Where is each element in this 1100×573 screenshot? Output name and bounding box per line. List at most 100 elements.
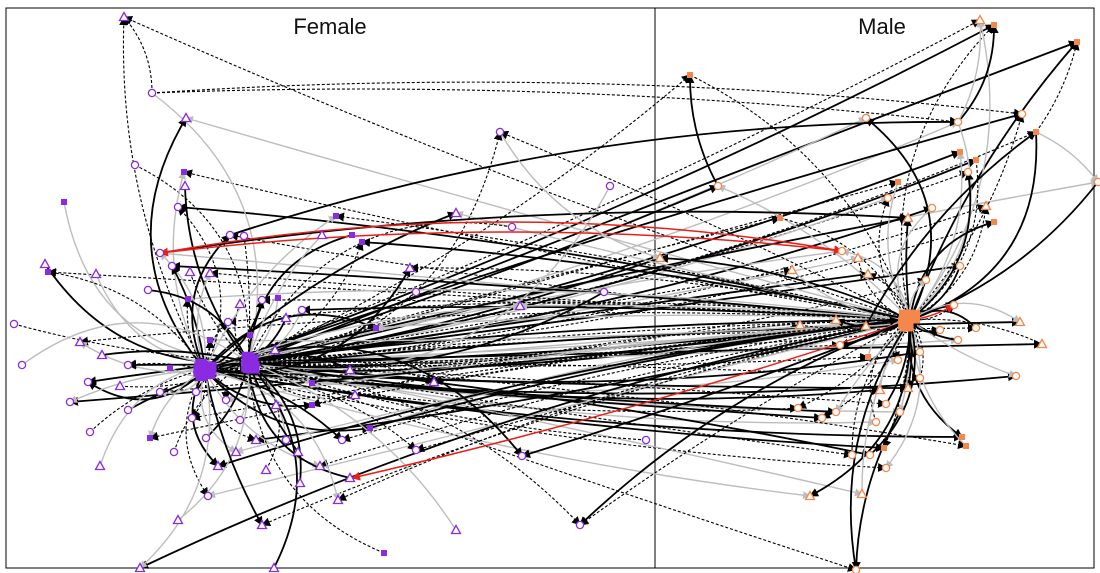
node-open-triangle xyxy=(344,472,356,483)
edge-dashed xyxy=(134,164,254,363)
node-open-circle xyxy=(123,360,133,370)
edge-dashed xyxy=(797,319,911,409)
node-open-triangle xyxy=(974,14,986,25)
panel-label-male: Male xyxy=(858,14,906,39)
male-hub xyxy=(898,309,921,332)
node-open-circle xyxy=(223,317,233,327)
node-open-triangle xyxy=(852,252,864,263)
node-open-triangle xyxy=(314,460,326,471)
hub-square xyxy=(902,310,915,323)
edge-dashed xyxy=(851,319,911,456)
node-filled-square xyxy=(991,22,997,28)
edges-layer xyxy=(13,16,1099,572)
edge-solid xyxy=(247,339,1043,363)
node-open-circle xyxy=(203,491,213,501)
node-open-circle xyxy=(1017,109,1027,119)
node-filled-square xyxy=(381,550,387,556)
node-open-circle xyxy=(1011,371,1021,381)
node-open-circle xyxy=(953,335,963,345)
node-open-triangle xyxy=(179,180,191,191)
edge-dashed xyxy=(247,291,417,366)
edge-dashed xyxy=(209,269,911,321)
node-open-triangle xyxy=(654,252,666,263)
edge-dashed xyxy=(204,170,969,371)
node-filled-square xyxy=(45,269,51,275)
edge-dashed xyxy=(579,319,911,526)
edge-solid xyxy=(579,319,911,526)
edge-dashed xyxy=(47,267,911,321)
edge-dashed xyxy=(204,241,364,371)
edge-gray xyxy=(909,121,972,321)
edge-gray xyxy=(185,116,911,321)
edge-solid xyxy=(247,291,605,369)
node-open-circle xyxy=(883,193,893,203)
edge-gray xyxy=(187,289,911,321)
edge-dashed xyxy=(311,319,911,408)
node-open-triangle xyxy=(332,494,344,505)
node-filled-square xyxy=(275,295,281,301)
node-filled-square xyxy=(309,402,315,408)
edge-solid xyxy=(204,24,995,371)
node-open-circle xyxy=(297,305,307,315)
node-filled-square xyxy=(373,325,379,331)
node-open-triangle xyxy=(450,524,462,535)
hub-square xyxy=(247,361,260,374)
node-open-triangle xyxy=(786,264,798,275)
node-open-triangle xyxy=(270,399,282,410)
edge-solid xyxy=(147,289,249,363)
edge-gray xyxy=(861,319,911,495)
edge-solid xyxy=(849,319,911,571)
node-open-triangle xyxy=(269,344,281,355)
node-open-circle xyxy=(191,387,201,397)
node-open-circle xyxy=(881,463,891,473)
node-open-triangle xyxy=(349,389,361,400)
edge-solid xyxy=(865,117,932,321)
node-open-triangle xyxy=(118,11,130,22)
edge-dashed xyxy=(337,319,911,501)
edge-gray xyxy=(887,181,911,321)
node-open-triangle xyxy=(234,298,246,309)
node-open-circle xyxy=(971,323,981,333)
node-filled-square xyxy=(991,219,997,225)
node-open-circle xyxy=(915,347,925,357)
edge-dashed xyxy=(79,312,911,346)
edge-dashed xyxy=(335,212,911,321)
node-open-circle xyxy=(865,450,875,460)
node-open-circle xyxy=(927,203,937,213)
edge-gray xyxy=(247,185,611,370)
edge-dashed xyxy=(247,360,647,441)
node-open-circle xyxy=(641,435,651,445)
hub-square xyxy=(193,364,206,377)
edge-dashed xyxy=(149,319,911,441)
node-filled-square xyxy=(865,354,871,360)
node-open-circle xyxy=(167,261,177,271)
edge-gray xyxy=(204,357,899,393)
edge-gray xyxy=(957,19,985,123)
node-filled-square xyxy=(687,72,693,78)
node-open-triangle xyxy=(134,562,146,573)
node-open-circle xyxy=(851,565,861,573)
node-open-circle xyxy=(713,181,723,191)
node-open-triangle xyxy=(294,477,306,488)
hub-square xyxy=(203,367,216,380)
node-open-triangle xyxy=(230,446,242,457)
edge-solid xyxy=(902,217,912,321)
node-open-circle xyxy=(949,300,959,310)
node-open-triangle xyxy=(204,267,216,278)
edge-dashed xyxy=(123,16,153,94)
edge-solid xyxy=(685,74,719,187)
node-open-triangle xyxy=(94,460,106,471)
edge-solid xyxy=(909,171,974,321)
node-open-triangle xyxy=(804,490,816,501)
node-filled-square xyxy=(147,435,153,441)
edge-dashed xyxy=(227,301,911,326)
node-open-triangle xyxy=(256,519,268,530)
node-open-circle xyxy=(831,407,841,417)
node-open-circle xyxy=(9,319,19,329)
node-filled-square xyxy=(1033,129,1039,135)
node-filled-square xyxy=(333,213,339,219)
edge-dashed xyxy=(909,113,1025,321)
nodes-layer xyxy=(9,11,1100,573)
node-filled-square xyxy=(185,296,191,302)
node-open-circle xyxy=(85,427,95,437)
